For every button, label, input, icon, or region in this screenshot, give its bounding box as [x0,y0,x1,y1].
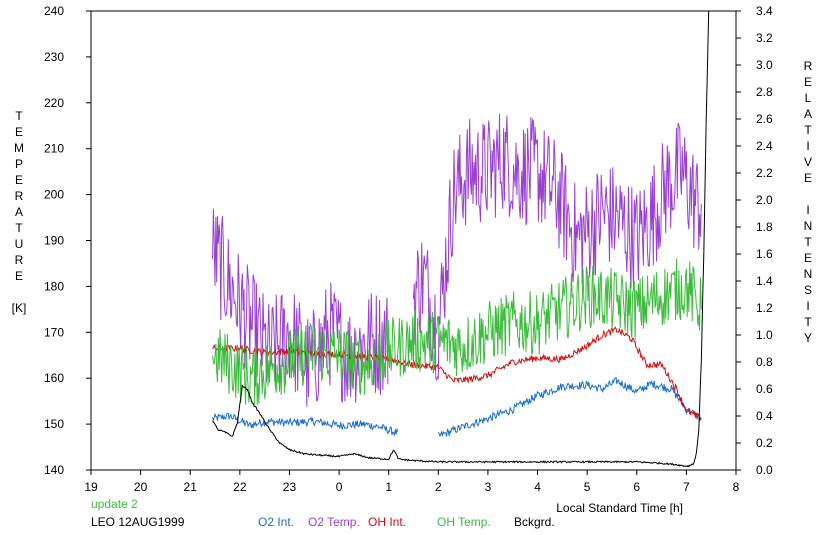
y-right-tick-label: 2.8 [756,85,773,99]
y-left-label-letter: T [15,221,23,235]
y-right-label-letter: T [804,235,812,249]
y-left-tick-label: 170 [44,325,64,339]
legend-entry: O2 Temp. [308,515,360,529]
legend-entry: OH Int. [368,515,406,529]
y-right-label-letter: T [804,123,812,137]
y-right-tick-label: 0.8 [756,355,773,369]
y-right-tick-label: 2.0 [756,193,773,207]
x-tick-label: 22 [233,480,247,494]
y-right-tick-label: 0.0 [756,463,773,477]
x-tick-label: 8 [733,480,740,494]
x-tick-label: 6 [633,480,640,494]
y-axis-right: 0.0 0.2 0.4 0.6 0.8 1.0 1.2 1.4 1.6 1.8 2.0 2.2 2.4 2… [736,4,773,477]
y-right-label-letter: Y [804,331,812,345]
legend-entry: OH Temp. [437,515,491,529]
y-axis-left-unit: [K] [12,301,27,315]
y-right-tick-label: 1.6 [756,247,773,261]
series-line [212,10,710,468]
y-right-tick-label: 3.2 [756,31,773,45]
x-tick-label: 4 [534,480,541,494]
series-line [212,258,702,406]
x-tick-label: 19 [84,480,98,494]
x-tick-label: 1 [385,480,392,494]
legend: O2 Int. O2 Temp. OH Int. OH Temp. Bckgrd. [258,515,555,529]
y-left-label-letter: P [15,157,23,171]
y-left-tick-label: 180 [44,279,64,293]
y-right-label-letter: R [804,59,813,73]
y-right-tick-label: 2.2 [756,166,773,180]
x-tick-label: 0 [336,480,343,494]
y-left-label-letter: R [15,253,24,267]
y-right-tick-label: 1.0 [756,328,773,342]
y-left-tick-label: 240 [44,4,64,18]
y-right-label-letter: E [804,171,812,185]
y-right-tick-label: 3.4 [756,4,773,18]
y-right-label-letter: A [804,107,812,121]
y-right-tick-label: 0.2 [756,436,773,450]
y-left-tick-label: 220 [44,96,64,110]
y-right-tick-label: 1.8 [756,220,773,234]
y-axis-left: 140 150 160 170 180 190 200 210 220 230 240 [44,4,91,477]
y-right-label-letter: T [804,315,812,329]
x-tick-label: 23 [283,480,297,494]
y-right-label-letter: I [806,139,809,153]
y-left-tick-label: 140 [44,463,64,477]
y-left-tick-label: 150 [44,417,64,431]
y-left-tick-label: 200 [44,188,64,202]
y-left-label-letter: U [15,237,24,251]
y-right-label-letter: E [804,251,812,265]
y-right-tick-label: 1.2 [756,301,773,315]
series-lines [212,10,710,468]
y-left-tick-label: 190 [44,234,64,248]
y-right-label-letter: E [804,75,812,89]
x-axis: 19 20 21 22 23 0 1 2 3 4 5 6 7 8 [84,470,740,494]
series-line [212,326,702,422]
y-right-tick-label: 3.0 [756,58,773,72]
series-line [437,376,702,438]
y-right-label-letter: N [804,219,813,233]
y-left-label-letter: A [15,205,23,219]
series-line [413,113,702,382]
footer-site: LEO 12AUG1999 [91,515,185,529]
x-tick-label: 3 [485,480,492,494]
y-left-label-letter: E [15,173,23,187]
y-right-label-letter: L [805,91,812,105]
y-left-tick-label: 210 [44,142,64,156]
footer-update: update 2 [91,497,138,511]
y-right-label-letter: N [804,267,813,281]
y-right-tick-label: 0.4 [756,409,773,423]
y-left-tick-label: 230 [44,50,64,64]
y-right-label-letter: V [804,155,812,169]
y-left-label-letter: T [15,109,23,123]
y-right-tick-label: 2.4 [756,139,773,153]
y-right-label-letter: I [806,203,809,217]
x-axis-label: Local Standard Time [h] [556,501,683,515]
x-tick-label: 7 [683,480,690,494]
x-tick-label: 5 [584,480,591,494]
y-left-label-letter: E [15,125,23,139]
legend-entry: O2 Int. [258,515,294,529]
y-right-tick-label: 0.6 [756,382,773,396]
y-left-label-letter: M [14,141,24,155]
y-right-label-letter: S [804,283,812,297]
y-right-tick-label: 2.6 [756,112,773,126]
series-line [212,412,399,437]
x-tick-label: 21 [184,480,198,494]
x-tick-label: 2 [435,480,442,494]
y-left-label-letter: R [15,189,24,203]
y-left-label-letter: E [15,269,23,283]
y-left-tick-label: 160 [44,371,64,385]
legend-entry: Bckgrd. [514,515,555,529]
x-tick-label: 20 [134,480,148,494]
y-right-label-letter: I [806,299,809,313]
y-right-tick-label: 1.4 [756,274,773,288]
